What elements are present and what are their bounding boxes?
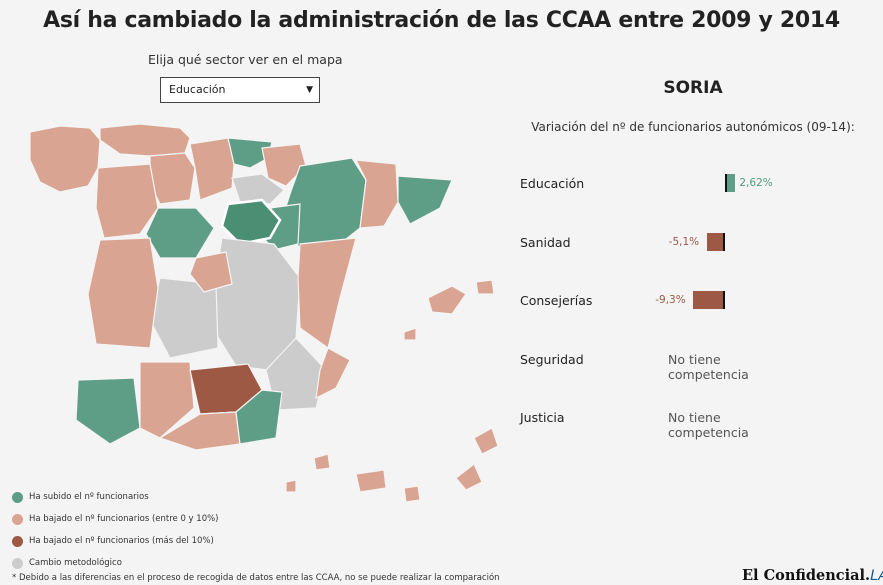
map-region[interactable] bbox=[87, 237, 159, 349]
chart-title: SORIA bbox=[663, 78, 723, 98]
map-region[interactable] bbox=[403, 485, 421, 503]
chart-subtitle: Variación del nº de funcionarios autonóm… bbox=[531, 120, 855, 134]
zero-line bbox=[723, 291, 725, 309]
sector-label: Seguridad bbox=[520, 351, 584, 367]
map-region[interactable] bbox=[397, 175, 453, 225]
footnote: * Debido a las diferencias en el proceso… bbox=[12, 573, 500, 583]
spain-map bbox=[29, 123, 499, 503]
legend-label: Cambio metodológico bbox=[29, 558, 122, 568]
map-region[interactable] bbox=[75, 377, 141, 445]
data-label: -9,3% bbox=[655, 294, 686, 306]
sector-select[interactable]: Educación ▼ bbox=[160, 77, 320, 103]
map-region[interactable] bbox=[189, 251, 233, 293]
data-label: 2,62% bbox=[739, 177, 773, 189]
sector-label: Consejerías bbox=[520, 293, 593, 308]
page-title: Así ha cambiado la administración de las… bbox=[43, 8, 840, 33]
legend-label: Ha bajado el nº funcionarios (entre 0 y … bbox=[29, 514, 219, 524]
bar bbox=[693, 291, 723, 309]
sector-label: Justicia bbox=[520, 410, 565, 425]
bar bbox=[727, 174, 736, 192]
sector-select-value: Educación bbox=[169, 83, 226, 96]
legend-label: Ha bajado el nº funcionarios (más del 10… bbox=[29, 536, 214, 546]
zero-line bbox=[723, 232, 725, 251]
legend-item: Ha subido el nº funcionarios bbox=[12, 486, 219, 508]
brand-logo: El Confidencial.LAB bbox=[742, 567, 883, 584]
legend-swatch-down-small bbox=[12, 513, 23, 525]
map-region[interactable] bbox=[189, 137, 235, 201]
map-region[interactable] bbox=[29, 125, 101, 193]
legend-item: Cambio metodológico bbox=[12, 552, 219, 574]
map-region-soria[interactable] bbox=[220, 198, 282, 246]
map-region[interactable] bbox=[473, 427, 499, 455]
legend: Ha subido el nº funcionarios Ha bajado e… bbox=[12, 486, 219, 574]
map-region[interactable] bbox=[354, 159, 399, 229]
legend-label: Ha subido el nº funcionarios bbox=[29, 492, 149, 502]
brand-lab: LAB bbox=[870, 568, 883, 584]
brand-name: El Confidencial. bbox=[742, 567, 871, 584]
map-region[interactable] bbox=[99, 123, 191, 157]
data-label: -5,1% bbox=[668, 235, 700, 248]
map-region[interactable] bbox=[235, 389, 283, 445]
zero-line bbox=[725, 174, 727, 192]
sector-label: Educación bbox=[520, 176, 585, 191]
map-region[interactable] bbox=[139, 361, 195, 439]
map-region[interactable] bbox=[403, 327, 417, 341]
map-region[interactable] bbox=[95, 163, 159, 239]
map-region[interactable] bbox=[313, 453, 331, 471]
map-region[interactable] bbox=[297, 237, 357, 350]
map-region[interactable] bbox=[355, 469, 387, 493]
bar bbox=[706, 232, 723, 251]
no-competence-text: No tiene competencia bbox=[668, 351, 749, 382]
map-region[interactable] bbox=[231, 173, 285, 205]
map-region[interactable] bbox=[145, 207, 215, 259]
legend-item: Ha bajado el nº funcionarios (más del 10… bbox=[12, 530, 219, 552]
selector-label: Elija qué sector ver en el mapa bbox=[148, 52, 343, 67]
legend-item: Ha bajado el nº funcionarios (entre 0 y … bbox=[12, 508, 219, 530]
map-region[interactable] bbox=[427, 285, 467, 315]
legend-swatch-up bbox=[12, 491, 23, 503]
chevron-down-icon: ▼ bbox=[306, 85, 313, 95]
map-region[interactable] bbox=[475, 279, 495, 295]
map-region[interactable] bbox=[455, 463, 483, 491]
map-region[interactable] bbox=[227, 137, 273, 169]
sector-label: Sanidad bbox=[520, 234, 571, 250]
map-region[interactable] bbox=[285, 479, 297, 493]
legend-swatch-down-big bbox=[12, 535, 23, 547]
map-region[interactable] bbox=[315, 347, 351, 400]
legend-swatch-method bbox=[12, 557, 23, 569]
no-competence-text: No tiene competencia bbox=[668, 410, 749, 440]
map-region[interactable] bbox=[149, 152, 196, 205]
